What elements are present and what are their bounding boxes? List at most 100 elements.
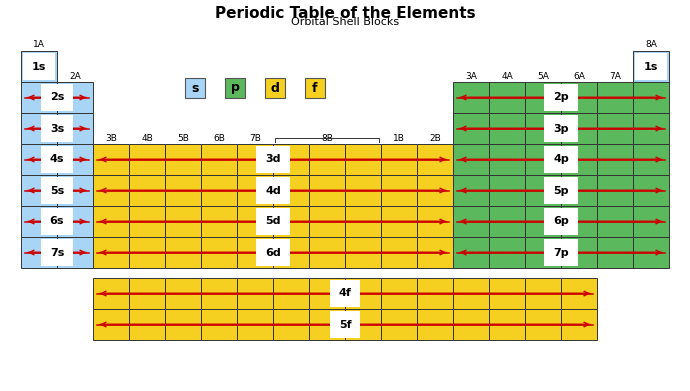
Bar xyxy=(93,278,129,309)
Text: f: f xyxy=(313,81,318,95)
Text: s: s xyxy=(191,81,199,95)
Bar xyxy=(417,237,453,268)
Bar xyxy=(525,113,561,144)
Bar xyxy=(417,144,453,175)
Bar xyxy=(453,278,489,309)
Text: 5B: 5B xyxy=(177,134,189,143)
Text: 1A: 1A xyxy=(33,40,45,49)
Bar xyxy=(309,144,345,175)
Bar xyxy=(489,175,525,206)
Bar xyxy=(561,175,597,206)
Bar xyxy=(597,113,633,144)
Bar xyxy=(453,309,489,340)
Text: Orbital Shell Blocks: Orbital Shell Blocks xyxy=(291,17,399,27)
Bar xyxy=(525,278,561,309)
Bar xyxy=(201,237,237,268)
Bar xyxy=(165,144,201,175)
Text: 1B: 1B xyxy=(393,134,405,143)
Bar xyxy=(129,175,165,206)
Bar xyxy=(21,113,57,144)
Bar xyxy=(21,144,57,175)
Bar xyxy=(381,309,417,340)
Text: 1s: 1s xyxy=(32,61,46,72)
Bar xyxy=(165,206,201,237)
Bar xyxy=(93,309,129,340)
Text: 3s: 3s xyxy=(50,124,64,133)
Bar xyxy=(417,175,453,206)
Bar xyxy=(525,206,561,237)
Text: p: p xyxy=(230,81,239,95)
Bar xyxy=(597,144,633,175)
Bar xyxy=(489,82,525,113)
Bar xyxy=(93,237,129,268)
Bar xyxy=(633,237,669,268)
Bar xyxy=(381,237,417,268)
Bar xyxy=(561,309,597,340)
Bar xyxy=(309,175,345,206)
Bar xyxy=(273,309,309,340)
Text: 6B: 6B xyxy=(213,134,225,143)
Bar xyxy=(381,144,417,175)
Bar xyxy=(489,144,525,175)
Bar xyxy=(57,175,93,206)
Bar xyxy=(237,175,273,206)
Bar xyxy=(201,278,237,309)
Text: 4p: 4p xyxy=(553,154,569,165)
Bar xyxy=(165,237,201,268)
Text: 3p: 3p xyxy=(553,124,569,133)
Bar xyxy=(129,237,165,268)
Bar xyxy=(21,175,57,206)
Bar xyxy=(129,144,165,175)
Text: 5s: 5s xyxy=(50,185,64,196)
Bar xyxy=(417,309,453,340)
Bar xyxy=(165,309,201,340)
Bar xyxy=(381,175,417,206)
Text: 5d: 5d xyxy=(265,217,281,226)
Bar xyxy=(633,82,669,113)
Bar xyxy=(21,206,57,237)
Text: 2B: 2B xyxy=(429,134,441,143)
Bar xyxy=(21,82,57,113)
Bar xyxy=(273,144,309,175)
Text: 2p: 2p xyxy=(553,93,569,102)
Bar xyxy=(489,206,525,237)
Text: 2A: 2A xyxy=(69,72,81,81)
Bar xyxy=(633,144,669,175)
Bar xyxy=(165,278,201,309)
Bar xyxy=(237,144,273,175)
Bar xyxy=(345,175,381,206)
Bar xyxy=(57,82,93,113)
Bar xyxy=(453,237,489,268)
Bar xyxy=(129,278,165,309)
Text: 7B: 7B xyxy=(249,134,261,143)
Text: Periodic Table of the Elements: Periodic Table of the Elements xyxy=(215,6,475,21)
Bar xyxy=(93,144,129,175)
Bar xyxy=(305,78,325,98)
Bar xyxy=(345,278,381,309)
Bar xyxy=(345,237,381,268)
Bar xyxy=(57,206,93,237)
Bar xyxy=(417,206,453,237)
Bar xyxy=(633,175,669,206)
Text: 5p: 5p xyxy=(553,185,569,196)
Bar xyxy=(453,175,489,206)
Bar xyxy=(237,278,273,309)
Bar xyxy=(561,113,597,144)
Text: 3B: 3B xyxy=(105,134,117,143)
Bar xyxy=(165,175,201,206)
Text: 7p: 7p xyxy=(553,248,569,258)
Bar xyxy=(225,78,245,98)
Bar xyxy=(309,278,345,309)
Bar xyxy=(345,144,381,175)
Bar xyxy=(265,78,285,98)
Text: d: d xyxy=(270,81,279,95)
Bar xyxy=(525,237,561,268)
Text: 4d: 4d xyxy=(265,185,281,196)
Bar xyxy=(597,206,633,237)
Bar xyxy=(597,237,633,268)
Bar xyxy=(345,206,381,237)
Bar xyxy=(453,113,489,144)
Bar xyxy=(57,113,93,144)
Bar xyxy=(93,206,129,237)
Bar xyxy=(453,82,489,113)
